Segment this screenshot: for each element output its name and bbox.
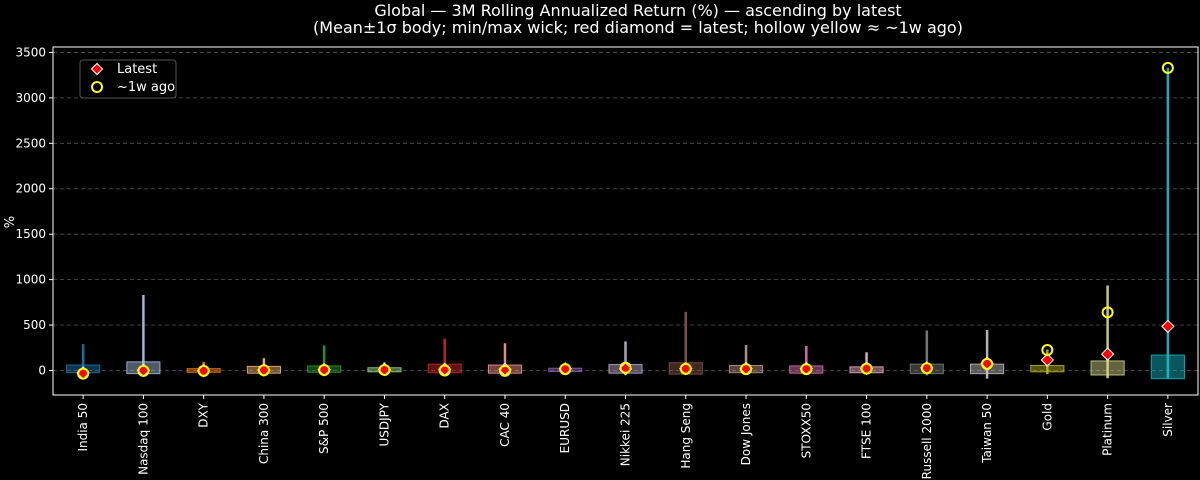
- series-india-50: [66, 344, 101, 380]
- series-hang-seng: [668, 311, 703, 376]
- weekago-marker-china-300: [257, 364, 270, 377]
- series-dax: [427, 338, 462, 377]
- ytick-label-3500: 3500: [15, 45, 46, 59]
- latest-marker-silver: [1161, 319, 1175, 334]
- xtick-label-usdjpy: USDJPY: [377, 402, 391, 446]
- series-layer: [66, 61, 1185, 380]
- xtick-label-nasdaq-100: Nasdaq 100: [136, 403, 150, 475]
- latest-marker-platinum: [1100, 347, 1115, 361]
- series-dxy: [186, 361, 221, 378]
- body-silver: [1150, 354, 1185, 380]
- legend: Latest ~1w ago: [79, 59, 177, 99]
- series-silver: [1150, 61, 1185, 380]
- ytick-label-0: 0: [38, 363, 46, 377]
- xtick-label-dow-jones: Dow Jones: [739, 403, 753, 465]
- series-china-300: [246, 358, 281, 377]
- weekago-marker-dax: [438, 364, 451, 377]
- weekago-marker-platinum: [1101, 306, 1114, 319]
- weekago-marker-nasdaq-100: [137, 364, 150, 377]
- series-platinum: [1090, 285, 1125, 379]
- xtick-label-hang-seng: Hang Seng: [679, 403, 693, 469]
- legend-latest-label: Latest: [117, 62, 157, 77]
- series-usdjpy: [367, 362, 402, 377]
- weekago-marker-ftse-100: [860, 362, 873, 375]
- legend-weekago-icon: [91, 81, 103, 93]
- series-nikkei-225: [608, 341, 643, 376]
- ytick-label-2000: 2000: [15, 182, 46, 196]
- xtick-label-nikkei-225: Nikkei 225: [619, 403, 633, 466]
- weekago-marker-eurusd: [559, 363, 572, 376]
- weekago-marker-cac-40: [498, 364, 511, 377]
- grid-layer: [53, 52, 1198, 371]
- xtick-label-stoxx50: STOXX50: [799, 403, 813, 458]
- series-russell-2000: [909, 330, 944, 376]
- xtick-label-china-300: China 300: [257, 403, 271, 464]
- series-cac-40: [487, 343, 523, 377]
- series-eurusd: [548, 362, 583, 376]
- xtick-label-gold: Gold: [1040, 403, 1054, 431]
- chart-subtitle: (Mean±1σ body; min/max wick; red diamond…: [313, 18, 963, 37]
- weekago-marker-russell-2000: [920, 362, 933, 375]
- ytick-label-3000: 3000: [15, 91, 46, 105]
- weekago-marker-dow-jones: [740, 363, 753, 376]
- weekago-marker-usdjpy: [378, 364, 391, 377]
- ytick-label-500: 500: [23, 318, 46, 332]
- ytick-label-1500: 1500: [15, 227, 46, 241]
- weekago-marker-gold: [1041, 344, 1054, 357]
- weekago-marker-taiwan-50: [981, 357, 994, 370]
- xtick-label-ftse-100: FTSE 100: [860, 403, 874, 459]
- weekago-marker-stoxx50: [800, 363, 813, 376]
- ytick-label-2500: 2500: [15, 136, 46, 150]
- xtick-label-eurusd: EURUSD: [558, 403, 572, 453]
- xtick-label-taiwan-50: Taiwan 50: [980, 403, 994, 464]
- xtick-label-s-p-500: S&P 500: [317, 403, 331, 454]
- weekago-marker-s-p-500: [318, 364, 331, 377]
- weekago-marker-hang-seng: [679, 362, 692, 375]
- legend-weekago-label: ~1w ago: [117, 80, 175, 95]
- series-dow-jones: [728, 345, 764, 376]
- ytick-label-1000: 1000: [15, 273, 46, 287]
- series-taiwan-50: [970, 330, 1005, 379]
- body-platinum: [1090, 360, 1125, 376]
- series-ftse-100: [849, 352, 884, 376]
- latest-marker-gold: [1040, 353, 1055, 367]
- series-s-p-500: [307, 345, 342, 377]
- chart-title: Global — 3M Rolling Annualized Return (%…: [374, 1, 901, 20]
- series-stoxx50: [789, 345, 824, 376]
- weekago-marker-nikkei-225: [619, 361, 632, 374]
- xtick-label-dax: DAX: [438, 403, 452, 428]
- legend-latest-icon: [90, 62, 104, 76]
- xtick-label-india-50: India 50: [76, 403, 90, 452]
- weekago-marker-dxy: [197, 364, 210, 377]
- legend-box: [79, 59, 177, 99]
- weekago-marker-silver: [1161, 61, 1174, 74]
- weekago-marker-india-50: [77, 367, 90, 380]
- xtick-label-cac-40: CAC 40: [498, 403, 512, 447]
- y-axis-label: %: [3, 216, 18, 228]
- x-ticks: India 50 Nasdaq 100 DXY China 300 S&P 500 USD…: [76, 395, 1175, 479]
- series-nasdaq-100: [126, 295, 161, 377]
- y-ticks: 0 500 1000 1500 2000 2500 3000 3500: [15, 45, 53, 377]
- series-gold: [1030, 344, 1065, 375]
- xtick-label-dxy: DXY: [197, 402, 211, 427]
- xtick-label-platinum: Platinum: [1101, 403, 1115, 456]
- xtick-label-silver: Silver: [1161, 403, 1175, 437]
- xtick-label-russell-2000: Russell 2000: [920, 403, 934, 479]
